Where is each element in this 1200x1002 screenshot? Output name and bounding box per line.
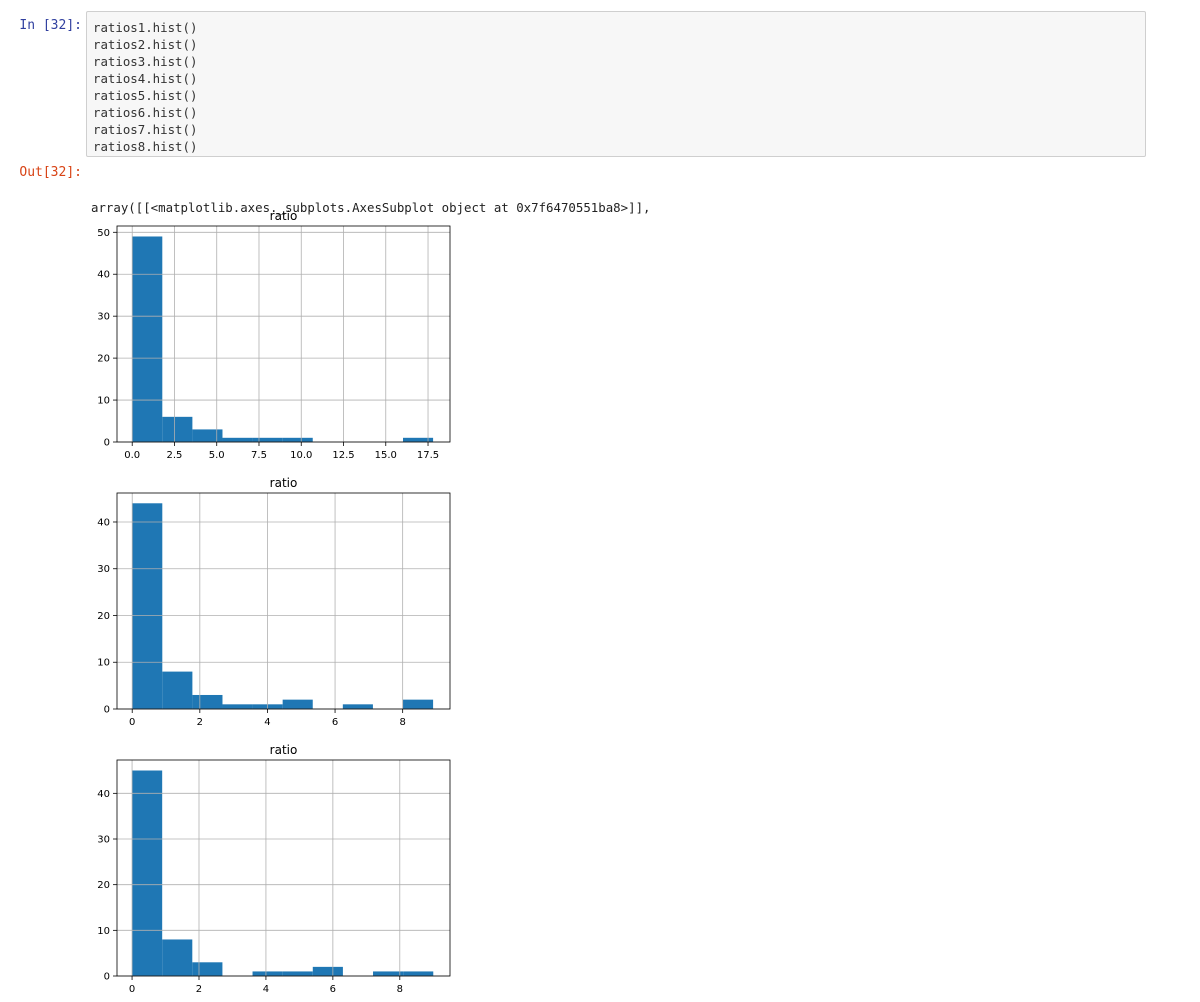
histogram-plot-1: 0.0 2.5 5.0 7.5 10.0 12.5 15.0 17.5 0 10 20 30 40 50 r… [80, 205, 460, 467]
histogram-plot-3: 0 2 4 6 8 0 10 20 30 40 ratio [80, 739, 460, 1001]
histogram-bar [222, 704, 253, 709]
x-tick-label: 10.0 [290, 450, 312, 461]
histogram-bar [132, 503, 163, 709]
histogram-bar [373, 971, 404, 976]
chart-title: ratio [270, 209, 298, 223]
histogram-bar [192, 429, 223, 442]
y-tick-label: 0 [104, 972, 110, 983]
x-tick-label: 7.5 [251, 450, 267, 461]
x-tick-label: 4 [263, 984, 269, 995]
y-tick-label: 10 [97, 658, 110, 669]
x-tick-label: 12.5 [332, 450, 354, 461]
chart-title: ratio [270, 476, 298, 490]
code-line: ratios8.hist() [93, 139, 198, 154]
output-text: array([[<matplotlib.axes._subplots.AxesS… [91, 165, 651, 284]
x-tick-label: 0.0 [124, 450, 140, 461]
histogram-plot-2: 0 2 4 6 8 0 10 20 30 40 ratio [80, 472, 460, 734]
y-tick-label: 20 [97, 354, 110, 365]
histogram-svg: 0 2 4 6 8 0 10 20 30 40 ratio [97, 476, 451, 728]
axes-frame [116, 225, 451, 443]
code-line: ratios6.hist() [93, 105, 198, 120]
y-tick-label: 20 [97, 880, 110, 891]
histogram-bar [162, 671, 193, 709]
x-tick-label: 4 [264, 717, 270, 728]
y-tick-label: 40 [97, 517, 110, 528]
histogram-bar [282, 437, 313, 442]
y-tick-label: 10 [97, 396, 110, 407]
y-tick-label: 30 [97, 835, 110, 846]
y-tick-label: 0 [104, 438, 110, 449]
y-tick-label: 10 [97, 926, 110, 937]
y-tick-label: 30 [97, 564, 110, 575]
code-input-area[interactable]: ratios1.hist() ratios2.hist() ratios3.hi… [86, 11, 1146, 157]
x-tick-label: 2 [196, 984, 202, 995]
y-tick-label: 20 [97, 611, 110, 622]
histogram-bar [162, 939, 193, 976]
histogram-bar [403, 699, 434, 709]
x-tick-label: 0 [129, 717, 135, 728]
code-line: ratios7.hist() [93, 122, 198, 137]
code-line: ratios3.hist() [93, 54, 198, 69]
histogram-bar [222, 437, 253, 442]
histogram-bar [342, 704, 373, 709]
histogram-bar [132, 770, 163, 976]
x-tick-label: 8 [397, 984, 403, 995]
output-prompt: Out[32]: [19, 165, 82, 180]
histogram-svg: 0 2 4 6 8 0 10 20 30 40 ratio [97, 743, 451, 995]
code-line: ratios5.hist() [93, 88, 198, 103]
histogram-bar [252, 437, 283, 442]
x-tick-label: 0 [129, 984, 135, 995]
histogram-bar [132, 236, 163, 442]
x-tick-label: 17.5 [417, 450, 439, 461]
histogram-bar [312, 966, 343, 976]
x-tick-label: 2.5 [167, 450, 183, 461]
y-tick-label: 40 [97, 789, 110, 800]
histogram-bar [162, 416, 193, 442]
x-tick-label: 6 [332, 717, 338, 728]
x-tick-label: 5.0 [209, 450, 225, 461]
code-line: ratios2.hist() [93, 37, 198, 52]
plot-area [117, 226, 450, 442]
histogram-bar [403, 437, 434, 442]
histogram-bar [282, 699, 313, 709]
histogram-bar [192, 962, 223, 976]
axes-frame [116, 759, 451, 977]
code-line: ratios4.hist() [93, 71, 198, 86]
histogram-bar [192, 694, 223, 709]
axes-frame [116, 492, 451, 710]
y-tick-label: 50 [97, 228, 110, 239]
x-tick-label: 6 [330, 984, 336, 995]
chart-title: ratio [270, 743, 298, 757]
histogram-bar [403, 971, 434, 976]
output-line: array([[<matplotlib.axes._subplots.AxesS… [91, 200, 651, 215]
histogram-svg: 0.0 2.5 5.0 7.5 10.0 12.5 15.0 17.5 0 10 20 30 40 50 r… [97, 209, 451, 461]
x-tick-label: 15.0 [375, 450, 397, 461]
y-tick-label: 30 [97, 312, 110, 323]
x-tick-label: 8 [399, 717, 405, 728]
y-tick-label: 0 [104, 705, 110, 716]
histogram-bar [252, 971, 283, 976]
y-tick-label: 40 [97, 270, 110, 281]
input-prompt: In [32]: [19, 18, 82, 33]
histogram-bar [282, 971, 313, 976]
code-line: ratios1.hist() [93, 20, 198, 35]
x-tick-label: 2 [197, 717, 203, 728]
